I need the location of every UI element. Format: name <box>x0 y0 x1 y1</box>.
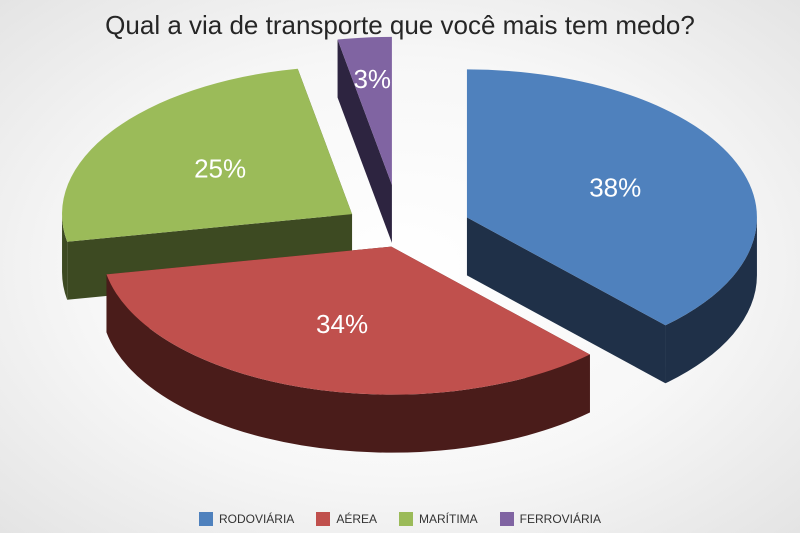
legend-item-rodoviaria: RODOVIÁRIA <box>198 512 295 526</box>
legend-swatch-aerea <box>316 512 331 526</box>
slice-rodoviaria <box>466 69 757 326</box>
data-label-ferroviaria: 3% <box>353 64 391 94</box>
legend-label-ferroviaria: FERROVIÁRIA <box>519 512 602 526</box>
slice-rim-maritima <box>62 214 68 300</box>
legend-swatch-ferroviaria <box>499 512 514 526</box>
legend-label-rodoviaria: RODOVIÁRIA <box>218 512 295 526</box>
data-label-aerea: 34% <box>316 309 368 339</box>
legend-swatch-maritima <box>399 512 413 526</box>
slice-maritima <box>62 68 353 242</box>
slice-aerea <box>106 246 590 395</box>
slice-labels: 38% 34% 25% 3% <box>194 64 641 339</box>
slice-wall-ferroviaria-0 <box>337 39 392 243</box>
chart-legend: RODOVIÁRIA AÉREA MARÍTIMA FERROVIÁRIA <box>0 512 800 526</box>
legend-swatch-rodoviaria <box>198 512 213 526</box>
slice-tops <box>62 36 757 395</box>
slice-rim-aerea <box>106 274 590 453</box>
slice-rim-rodoviaria <box>665 217 757 384</box>
pie-chart: 38% 34% 25% 3% <box>62 36 757 453</box>
legend-label-aerea: AÉREA <box>336 512 377 526</box>
legend-item-maritima: MARÍTIMA <box>399 512 478 526</box>
data-label-maritima: 25% <box>194 153 246 183</box>
slice-ferroviaria <box>337 36 392 185</box>
chart-title: Qual a via de transporte que você mais t… <box>105 10 695 40</box>
legend-item-ferroviaria: FERROVIÁRIA <box>499 512 602 526</box>
legend-item-aerea: AÉREA <box>316 512 377 526</box>
slice-wall-rodoviaria-1 <box>466 217 666 384</box>
data-label-rodoviaria: 38% <box>589 172 641 202</box>
legend-label-maritima: MARÍTIMA <box>419 512 478 526</box>
